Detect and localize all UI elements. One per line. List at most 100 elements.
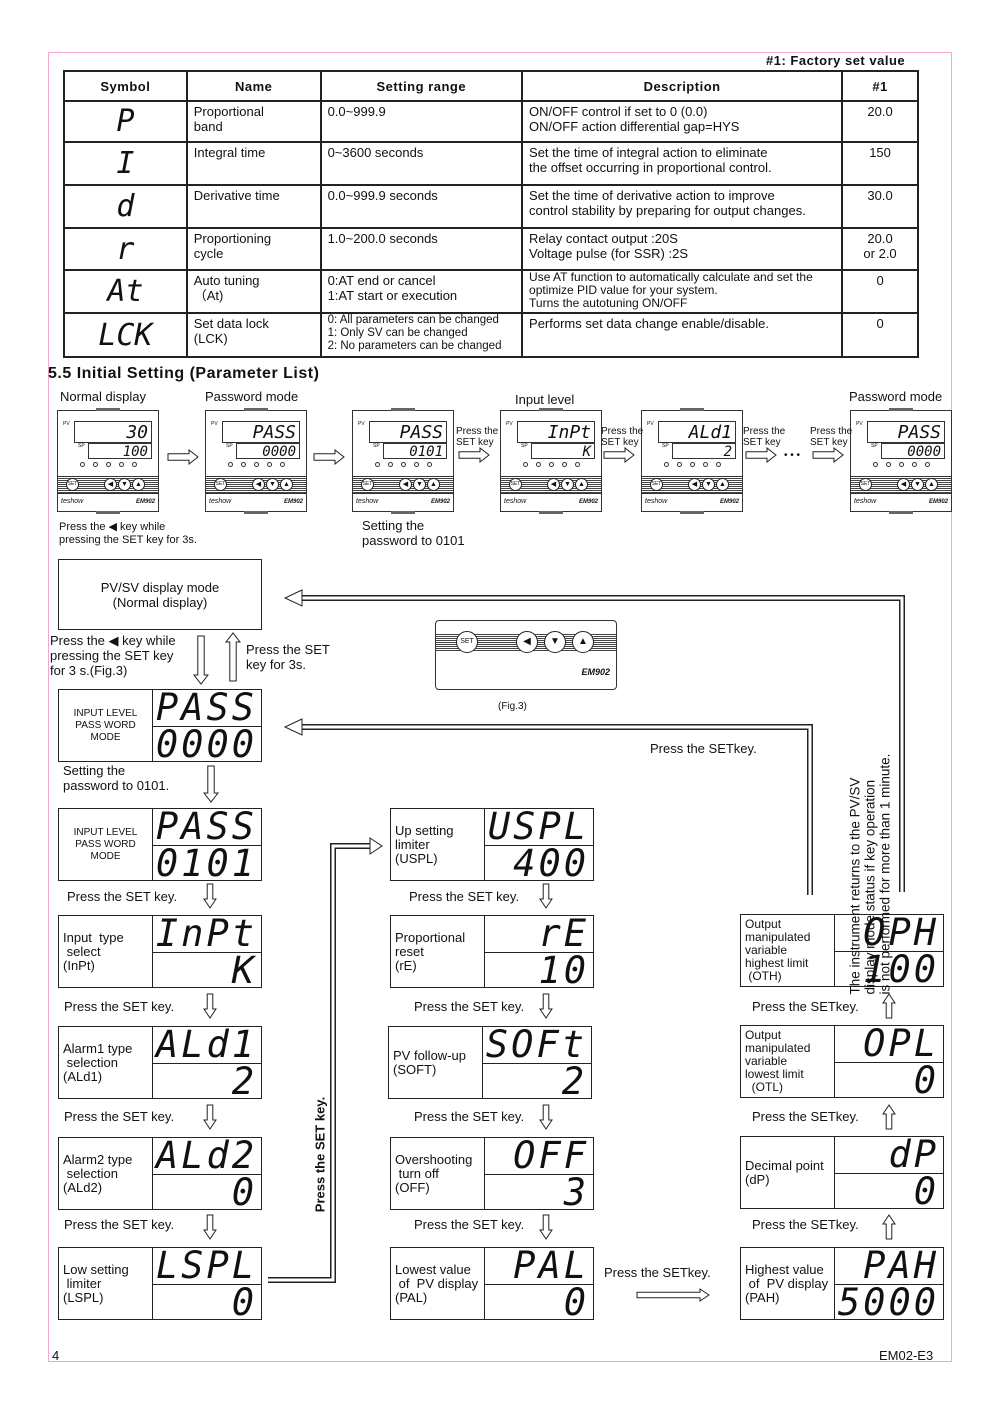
parameter-label: Input type select (InPt) [63, 929, 124, 973]
display-lower: 0 [153, 1283, 261, 1319]
left-key-icon: ◀ [897, 478, 910, 491]
right-arrow-icon [603, 446, 635, 464]
parameter-box: Proportional reset (rE) rE 10 [390, 915, 594, 988]
press-set-label: Press the SET key [743, 426, 786, 448]
column-header: Setting range [319, 70, 524, 102]
device-tab [391, 408, 415, 411]
cell-desc: ON/OFF control if set to 0 (0.0) ON/OFF … [521, 100, 844, 143]
device-tab [391, 511, 415, 514]
cell-value: 20.0 [841, 100, 919, 143]
status-led [716, 462, 721, 467]
device-brand: teshow [504, 498, 527, 505]
status-led [228, 462, 233, 467]
device-model: EM902 [719, 499, 739, 505]
column-header: Description [521, 70, 844, 102]
parameter-box: Alarm1 type selection (ALd1) ALd1 2 [58, 1026, 262, 1099]
controller-device: PV SP 30 100 SET ◀ ▼ ▲ teshow EM902 [57, 408, 159, 514]
status-led [886, 462, 891, 467]
press-set-label: Press the SET key [601, 426, 644, 448]
parameter-label: Highest value of PV display (PAH) [745, 1261, 829, 1305]
status-led [925, 462, 930, 467]
strip-label: Password mode [849, 389, 943, 404]
display-lower: 2 [153, 1062, 261, 1098]
device-tab [889, 511, 913, 514]
pv-tag: PV [211, 421, 218, 427]
status-led [690, 462, 695, 467]
display-lower: 0 [485, 1283, 593, 1319]
press-set-label: Press the SETkey. [604, 1265, 711, 1280]
press-set-label: Press the SET key. [414, 1109, 525, 1124]
cell-value: 150 [841, 141, 919, 186]
factory-note: #1: Factory set value [766, 53, 906, 68]
parameter-display: USPL 400 [484, 809, 593, 880]
parameter-display: SOFt 2 [482, 1027, 591, 1098]
display-upper: OPL [863, 1026, 939, 1062]
table-row: I Integral time 0~3600 seconds Set the time… [63, 141, 919, 186]
device-tab [680, 511, 704, 514]
display-lower: 0000 [153, 725, 261, 761]
cell-desc: Set the time of derivative action to imp… [521, 184, 844, 229]
device-brand: teshow [854, 498, 877, 505]
parameter-display: InPt K [152, 916, 261, 987]
display-lower: 100 [835, 950, 943, 986]
parameter-display: LSPL 0 [152, 1248, 261, 1319]
cell-symbol: d [63, 184, 188, 229]
pv-tag: PV [63, 421, 70, 427]
device-model: EM902 [135, 499, 155, 505]
parameter-display: ALd1 2 [152, 1027, 261, 1098]
press-set-label: Press the SETkey. [752, 1217, 859, 1232]
column-header: Symbol [63, 70, 188, 102]
sv-display: 100 [88, 443, 152, 460]
pv-display: PASS [867, 421, 945, 443]
parameter-box: Input type select (InPt) InPt K [58, 915, 262, 988]
page-border [48, 52, 952, 1362]
right-arrow-icon [458, 446, 490, 464]
cell-symbol: LCK [63, 312, 188, 358]
display-lower: 2 [483, 1062, 591, 1098]
return-normal-note: Press the SET key for 3s. [246, 642, 330, 672]
cell-name: Set data lock (LCK) [185, 312, 322, 358]
controller-device: PV SP PASS 0000 SET ◀ ▼ ▲ teshow EM902 [850, 408, 952, 514]
connector-oph-to-password [300, 724, 813, 895]
cell-symbol: At [63, 269, 188, 314]
parameter-label: INPUT LEVEL PASS WORD MODE [73, 826, 138, 862]
down-arrow-icon [192, 635, 210, 685]
parameter-label: INPUT LEVEL PASS WORD MODE [73, 707, 138, 743]
parameter-display: PAH 5000 [834, 1248, 943, 1319]
up-key-icon: ▲ [132, 478, 145, 491]
sv-tag: SP [226, 443, 233, 449]
device-brand: teshow [61, 498, 84, 505]
down-arrow-icon [539, 1214, 553, 1240]
set-key-icon: SET [509, 478, 522, 491]
parameter-box: Highest value of PV display (PAH) PAH 5000 [740, 1247, 944, 1320]
display-upper: LSPL [155, 1248, 257, 1284]
down-arrow-icon [539, 993, 553, 1019]
status-led [912, 462, 917, 467]
fig3-caption: (Fig.3) [498, 701, 527, 712]
press-set-label: Press the SET key. [64, 1109, 175, 1124]
cell-name: Derivative time [185, 184, 322, 229]
cell-name: Proportioning cycle [185, 227, 322, 271]
display-upper: dP [888, 1137, 939, 1173]
press-set-label: Press the SET key [456, 426, 499, 448]
cell-range: 0.0~999.9 [319, 100, 524, 143]
status-led [549, 462, 554, 467]
press-set-label: Press the SET key. [64, 1217, 175, 1232]
parameter-box: Alarm2 type selection (ALd2) ALd2 0 [58, 1137, 262, 1210]
doc-code: EM02-E3 [879, 1348, 934, 1363]
status-led [106, 462, 111, 467]
status-led [119, 462, 124, 467]
status-led [899, 462, 904, 467]
device-model: EM902 [578, 499, 598, 505]
down-arrow-icon [203, 993, 217, 1019]
right-arrow-icon [313, 448, 345, 466]
status-led [536, 462, 541, 467]
table-row: r Proportioning cycle 1.0~200.0 seconds Rel… [63, 227, 919, 271]
status-led [132, 462, 137, 467]
table-header: Symbol Name Setting range Description #1 [63, 70, 919, 102]
fig3-keypad: SET ◀ ▼ ▲ EM902 [435, 620, 617, 690]
press-set-label: Press the SET key. [67, 889, 178, 904]
display-lower: 3 [485, 1173, 593, 1209]
sv-tag: SP [78, 443, 85, 449]
press-set-label: Press the SET key. [409, 889, 520, 904]
